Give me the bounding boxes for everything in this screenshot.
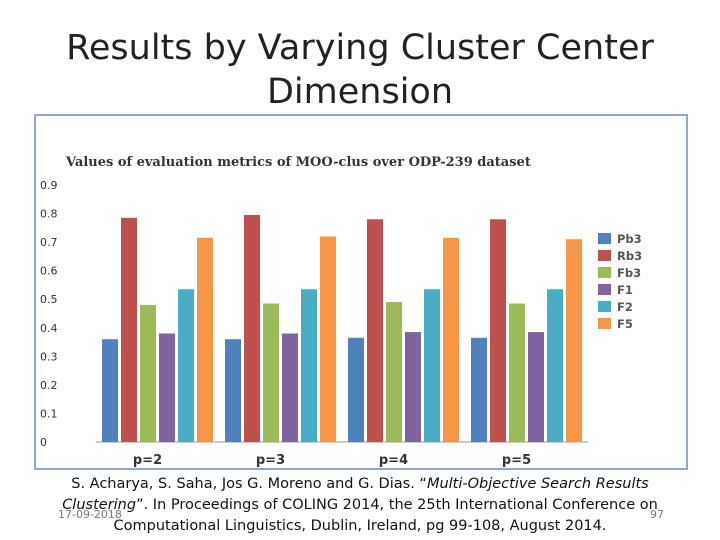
bar <box>178 289 194 442</box>
bar <box>443 237 459 442</box>
chart-frame: Values of evaluation metrics of MOO-clus… <box>34 114 688 470</box>
bar <box>140 304 156 442</box>
slide-title-line2: Dimension <box>266 72 454 112</box>
bar <box>509 303 525 442</box>
citation-suffix: ”. In Proceedings of COLING 2014, the 25… <box>113 497 658 534</box>
legend-swatch <box>598 233 611 244</box>
x-category-label: p=3 <box>256 453 285 468</box>
y-tick-label: 0.8 <box>40 208 58 221</box>
bar-chart: Values of evaluation metrics of MOO-clus… <box>40 155 642 468</box>
slide-date: 17-09-2018 <box>58 508 122 521</box>
legend-label: F1 <box>617 283 633 297</box>
bar <box>566 239 582 442</box>
bar <box>159 333 175 442</box>
y-tick-label: 0.4 <box>40 322 58 335</box>
citation: S. Acharya, S. Saha, Jos G. Moreno and G… <box>40 474 680 537</box>
legend-swatch <box>598 250 611 261</box>
citation-prefix: S. Acharya, S. Saha, Jos G. Moreno and G… <box>71 476 427 492</box>
legend-swatch <box>598 301 611 312</box>
legend-label: Rb3 <box>617 249 642 263</box>
y-tick-label: 0.1 <box>40 407 58 420</box>
bar <box>490 219 506 442</box>
x-category-label: p=5 <box>502 453 531 468</box>
legend-swatch <box>598 267 611 278</box>
bar <box>547 289 563 442</box>
citation-italic: Multi-Objective Search Results Clusterin… <box>62 476 649 513</box>
bar <box>282 333 298 442</box>
bar <box>386 302 402 442</box>
bar <box>367 219 383 442</box>
bar <box>197 237 213 442</box>
y-tick-label: 0.3 <box>40 350 58 363</box>
y-tick-label: 0.2 <box>40 379 58 392</box>
x-category-label: p=4 <box>379 453 408 468</box>
chart-title: Values of evaluation metrics of MOO-clus… <box>65 155 531 170</box>
bar <box>471 337 487 442</box>
x-category-label: p=2 <box>133 453 162 468</box>
y-tick-label: 0.9 <box>40 179 58 192</box>
legend-label: F2 <box>617 300 633 314</box>
bar <box>424 289 440 442</box>
legend-swatch <box>598 318 611 329</box>
y-tick-label: 0 <box>40 436 47 449</box>
bar <box>348 337 364 442</box>
legend-label: Pb3 <box>617 232 642 246</box>
y-tick-label: 0.6 <box>40 265 58 278</box>
legend-label: Fb3 <box>617 266 641 280</box>
bar <box>121 217 137 442</box>
bar <box>301 289 317 442</box>
legend-label: F5 <box>617 317 633 331</box>
y-tick-label: 0.5 <box>40 293 58 306</box>
legend-swatch <box>598 284 611 295</box>
slide-title-line1: Results by Varying Cluster Center <box>66 28 654 68</box>
bar <box>244 214 260 442</box>
bar <box>225 339 241 442</box>
bar <box>405 332 421 442</box>
bar <box>320 236 336 442</box>
y-tick-label: 0.7 <box>40 236 58 249</box>
bar <box>102 339 118 442</box>
bar <box>528 332 544 442</box>
slide-number: 97 <box>650 508 664 521</box>
bar <box>263 303 279 442</box>
slide-title: Results by Varying Cluster Center Dimens… <box>60 26 660 114</box>
